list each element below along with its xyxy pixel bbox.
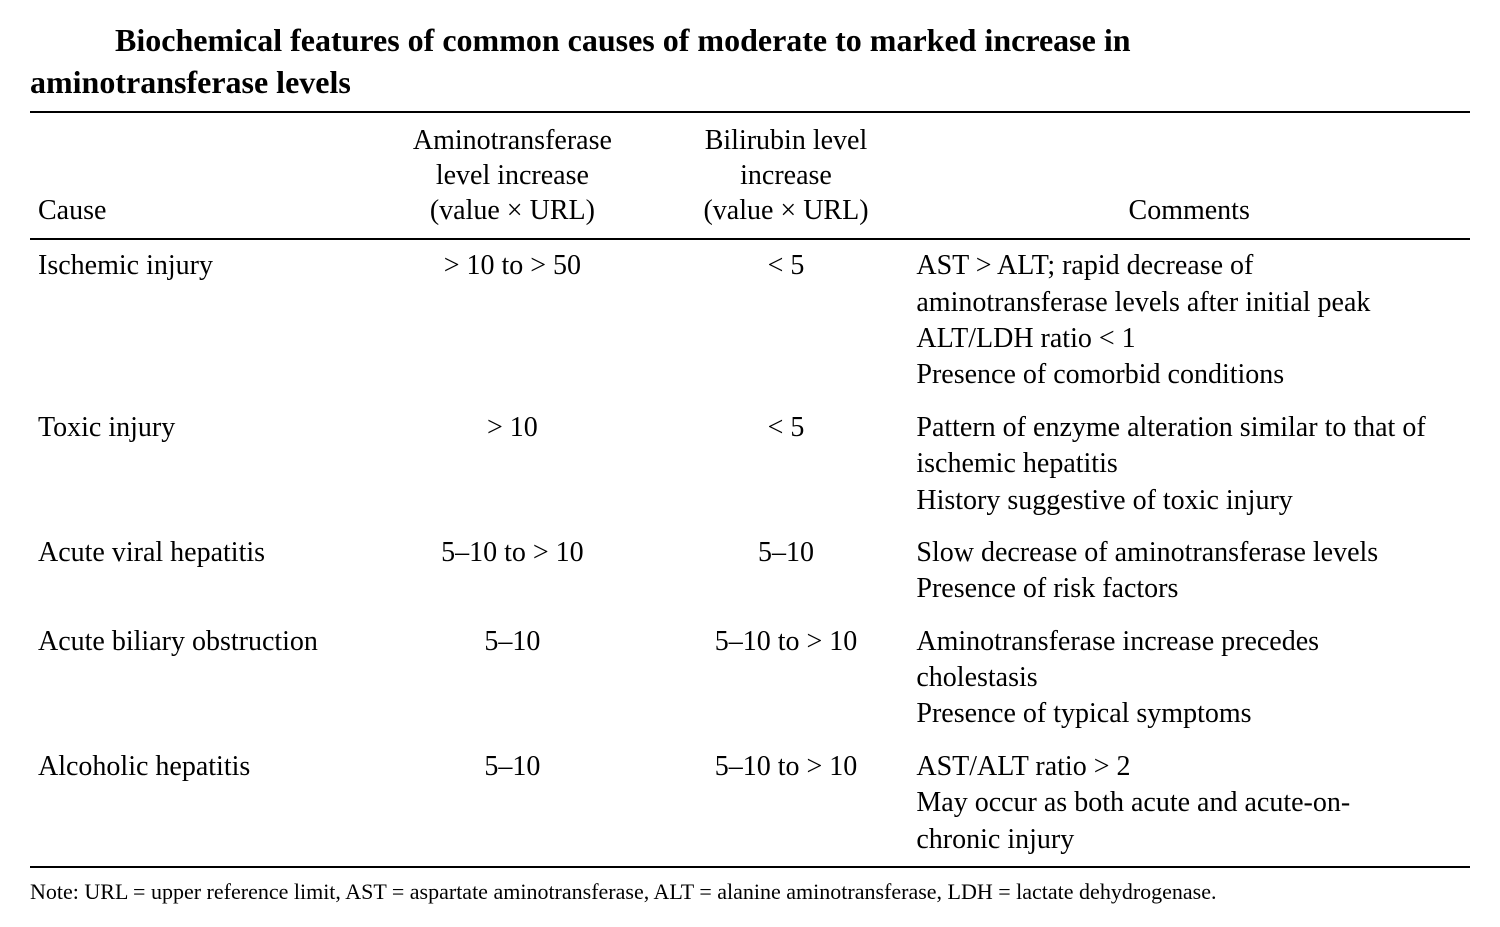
- header-cause: Cause: [30, 112, 361, 239]
- table-row: Alcoholic hepatitis5–105–10 to > 10AST/A…: [30, 741, 1470, 867]
- title-line1: Biochemical features of common causes of…: [115, 22, 1131, 58]
- cell-comments: Slow decrease of aminotransferase levels…: [908, 527, 1470, 616]
- table-row: Toxic injury> 10< 5Pattern of enzyme alt…: [30, 402, 1470, 527]
- cell-bilirubin: < 5: [664, 239, 909, 402]
- header-comments: Comments: [908, 112, 1470, 239]
- header-aminotransferase: Aminotransferaselevel increase(value × U…: [361, 112, 663, 239]
- comment-line: AST/ALT ratio > 2: [916, 749, 1462, 785]
- cell-cause: Ischemic injury: [30, 239, 361, 402]
- table-row: Ischemic injury> 10 to > 50< 5AST > ALT;…: [30, 239, 1470, 402]
- comment-line: AST > ALT; rapid decrease of: [916, 248, 1462, 284]
- comment-line: Presence of risk factors: [916, 571, 1462, 607]
- comment-line: Presence of typical symptoms: [916, 696, 1462, 732]
- cell-aminotransferase: > 10: [361, 402, 663, 527]
- cell-aminotransferase: 5–10: [361, 741, 663, 867]
- cell-bilirubin: 5–10 to > 10: [664, 616, 909, 741]
- cell-cause: Acute viral hepatitis: [30, 527, 361, 616]
- header-bilirubin: Bilirubin levelincrease(value × URL): [664, 112, 909, 239]
- comment-line: Pattern of enzyme alteration similar to …: [916, 410, 1462, 446]
- table-footnote: Note: URL = upper reference limit, AST =…: [30, 878, 1470, 907]
- cell-aminotransferase: 5–10 to > 10: [361, 527, 663, 616]
- comment-line: cholestasis: [916, 660, 1462, 696]
- biochemical-features-table: Cause Aminotransferaselevel increase(val…: [30, 111, 1470, 868]
- table-title: Biochemical features of common causes of…: [115, 20, 1470, 103]
- table-header-row: Cause Aminotransferaselevel increase(val…: [30, 112, 1470, 239]
- comment-line: History suggestive of toxic injury: [916, 483, 1462, 519]
- cell-bilirubin: 5–10: [664, 527, 909, 616]
- cell-comments: Aminotransferase increase precedescholes…: [908, 616, 1470, 741]
- comment-line: ALT/LDH ratio < 1: [916, 321, 1462, 357]
- cell-comments: AST > ALT; rapid decrease ofaminotransfe…: [908, 239, 1470, 402]
- cell-bilirubin: 5–10 to > 10: [664, 741, 909, 867]
- cell-bilirubin: < 5: [664, 402, 909, 527]
- comment-line: Slow decrease of aminotransferase levels: [916, 535, 1462, 571]
- cell-comments: Pattern of enzyme alteration similar to …: [908, 402, 1470, 527]
- cell-comments: AST/ALT ratio > 2May occur as both acute…: [908, 741, 1470, 867]
- cell-cause: Acute biliary obstruction: [30, 616, 361, 741]
- cell-aminotransferase: 5–10: [361, 616, 663, 741]
- comment-line: aminotransferase levels after initial pe…: [916, 285, 1462, 321]
- comment-line: Aminotransferase increase precedes: [916, 624, 1462, 660]
- table-row: Acute viral hepatitis5–10 to > 105–10Slo…: [30, 527, 1470, 616]
- comment-line: Presence of comorbid conditions: [916, 357, 1462, 393]
- title-line2: aminotransferase levels: [115, 62, 351, 104]
- comment-line: ischemic hepatitis: [916, 446, 1462, 482]
- cell-cause: Toxic injury: [30, 402, 361, 527]
- cell-cause: Alcoholic hepatitis: [30, 741, 361, 867]
- table-row: Acute biliary obstruction5–105–10 to > 1…: [30, 616, 1470, 741]
- comment-line: May occur as both acute and acute-on-: [916, 785, 1462, 821]
- table-body: Ischemic injury> 10 to > 50< 5AST > ALT;…: [30, 239, 1470, 867]
- cell-aminotransferase: > 10 to > 50: [361, 239, 663, 402]
- comment-line: chronic injury: [916, 822, 1462, 858]
